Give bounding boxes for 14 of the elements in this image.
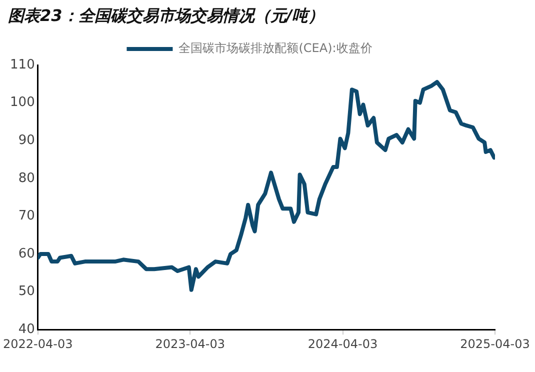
y-tick-label: 60 <box>18 246 35 262</box>
x-tick-label: 2023-04-03 <box>155 336 225 351</box>
y-tick-label: 90 <box>18 132 35 148</box>
y-tick-label: 80 <box>18 170 35 186</box>
y-tick-label: 70 <box>18 208 35 224</box>
x-tick-label: 2025-04-03 <box>460 336 530 351</box>
legend-label: 全国碳市场碳排放配额(CEA):收盘价 <box>178 41 372 56</box>
y-tick-label: 40 <box>18 322 35 337</box>
chart-title: 图表23：全国碳交易市场交易情况（元/吨） <box>7 5 326 27</box>
x-tick-label: 2022-04-03 <box>2 336 73 351</box>
x-tick-label: 2024-04-03 <box>308 336 378 351</box>
y-tick-label: 50 <box>18 284 35 300</box>
y-tick-label: 110 <box>10 57 35 72</box>
y-tick-label: 100 <box>10 95 35 110</box>
